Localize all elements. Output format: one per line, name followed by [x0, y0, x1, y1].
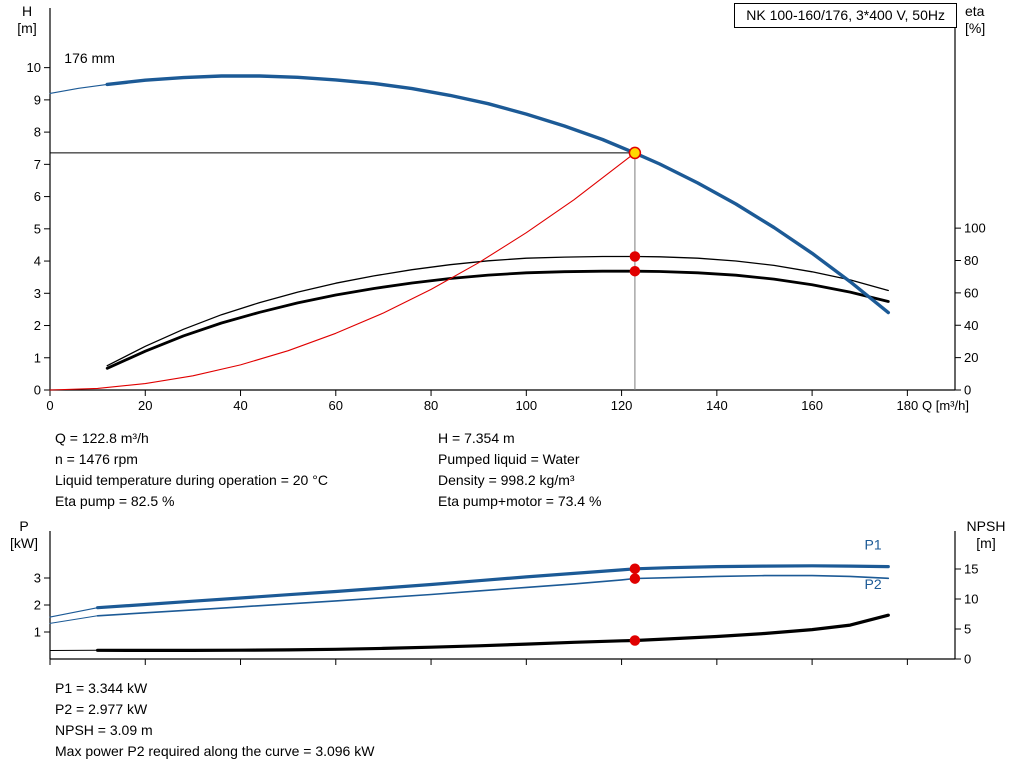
y-right-tick-label: 5: [964, 621, 971, 636]
y-right-tick-label: 15: [964, 561, 978, 576]
p-axis-unit: [kW]: [10, 535, 38, 551]
y-left-tick-label: 4: [34, 254, 41, 269]
p-npsh-chart: 1 2 3 0 5 10 15 P1 P2: [34, 531, 978, 667]
x-tick-label: 0: [46, 398, 53, 413]
y-left-tick-label: 5: [34, 221, 41, 236]
x-tick-label: 80: [424, 398, 438, 413]
info-speed: n = 1476 rpm: [55, 451, 138, 467]
duty-info-right: H = 7.354 m Pumped liquid = Water Densit…: [438, 428, 601, 512]
impeller-diameter-label: 176 mm: [64, 50, 115, 66]
x-tick-label: 20: [138, 398, 152, 413]
y-left-tick-label: 7: [34, 157, 41, 172]
info-head: H = 7.354 m: [438, 430, 515, 446]
y-left-tick-label: 3: [34, 570, 41, 585]
info-liquid-temperature: Liquid temperature during operation = 20…: [55, 472, 328, 488]
y-left-tick-label: 6: [34, 189, 41, 204]
npsh-curve: [95, 613, 890, 652]
eta-axis-unit: [%]: [965, 20, 986, 36]
result-max-power: Max power P2 required along the curve = …: [55, 743, 375, 759]
eta-pump-motor-point: [629, 265, 641, 277]
head-curve: [105, 74, 890, 315]
results-block: P1 = 3.344 kW P2 = 2.977 kW NPSH = 3.09 …: [55, 678, 374, 762]
y-left-tick-label: 1: [34, 624, 41, 639]
y-left-tick-label: 3: [34, 286, 41, 301]
y-right-tick-label: 0: [964, 383, 971, 398]
eta-pump-motor-curve: [105, 269, 890, 370]
p1-point: [629, 563, 641, 574]
x-tick-label: 100: [515, 398, 537, 413]
h-axis-title: H [m]: [8, 3, 46, 37]
y-right-tick-label: 80: [964, 253, 978, 268]
y-right-tick-label: 20: [964, 350, 978, 365]
p1-curve-extension: [49, 607, 99, 618]
p1-curve-label: P1: [865, 537, 882, 553]
system-curve: [49, 152, 636, 391]
head-curve-extension: [49, 83, 108, 94]
q-axis-title: Q [m³/h]: [922, 398, 969, 413]
y-left-tick-label: 2: [34, 318, 41, 333]
npsh-axis-unit: [m]: [976, 535, 996, 551]
y-right-tick-label: 40: [964, 318, 978, 333]
result-p2: P2 = 2.977 kW: [55, 701, 148, 717]
eta-pump-point: [629, 251, 641, 262]
y-left-tick-label: 10: [27, 60, 41, 75]
result-p1: P1 = 3.344 kW: [55, 680, 148, 696]
eta-pump-curve: [106, 255, 889, 367]
eta-axis-title: eta [%]: [965, 3, 1009, 37]
eta-axis-symbol: eta: [965, 3, 985, 19]
y-left-tick-label: 9: [34, 92, 41, 107]
duty-info-left: Q = 122.8 m³/h n = 1476 rpm Liquid tempe…: [55, 428, 328, 512]
p2-curve-extension: [49, 615, 99, 624]
y-right-tick-label: 10: [964, 591, 978, 606]
info-density: Density = 998.2 kg/m³: [438, 472, 575, 488]
h-axis-unit: [m]: [17, 20, 37, 36]
p-axis-title: P [kW]: [2, 518, 46, 552]
info-flow: Q = 122.8 m³/h: [55, 430, 149, 446]
npsh-axis-title: NPSH [m]: [960, 518, 1012, 552]
x-tick-label: 40: [233, 398, 247, 413]
p-axis-symbol: P: [19, 518, 29, 534]
x-tick-label: 120: [611, 398, 633, 413]
pump-model-title: NK 100-160/176, 3*400 V, 50Hz: [734, 3, 957, 28]
h-axis-symbol: H: [21, 3, 33, 19]
info-pumped-liquid: Pumped liquid = Water: [438, 451, 580, 467]
y-right-tick-label: 0: [964, 652, 971, 667]
y-left-tick-label: 8: [34, 125, 41, 140]
p2-curve: [96, 574, 890, 617]
y-left-tick-label: 1: [34, 350, 41, 365]
npsh-axis-symbol: NPSH: [966, 518, 1006, 534]
p2-point: [629, 573, 641, 584]
p2-curve-label: P2: [865, 576, 882, 592]
y-right-tick-label: 100: [964, 221, 986, 236]
y-left-tick-label: 0: [34, 383, 41, 398]
x-tick-label: 140: [706, 398, 728, 413]
info-eta-pump-motor: Eta pump+motor = 73.4 %: [438, 493, 602, 509]
info-eta-pump: Eta pump = 82.5 %: [55, 493, 175, 509]
x-tick-label: 180: [897, 398, 919, 413]
p1-curve: [95, 564, 890, 610]
result-npsh: NPSH = 3.09 m: [55, 722, 153, 738]
y-left-tick-label: 2: [34, 597, 41, 612]
y-right-tick-label: 60: [964, 285, 978, 300]
x-tick-label: 160: [801, 398, 823, 413]
duty-point[interactable]: [628, 146, 642, 160]
x-tick-label: 60: [329, 398, 343, 413]
npsh-point: [629, 635, 641, 646]
